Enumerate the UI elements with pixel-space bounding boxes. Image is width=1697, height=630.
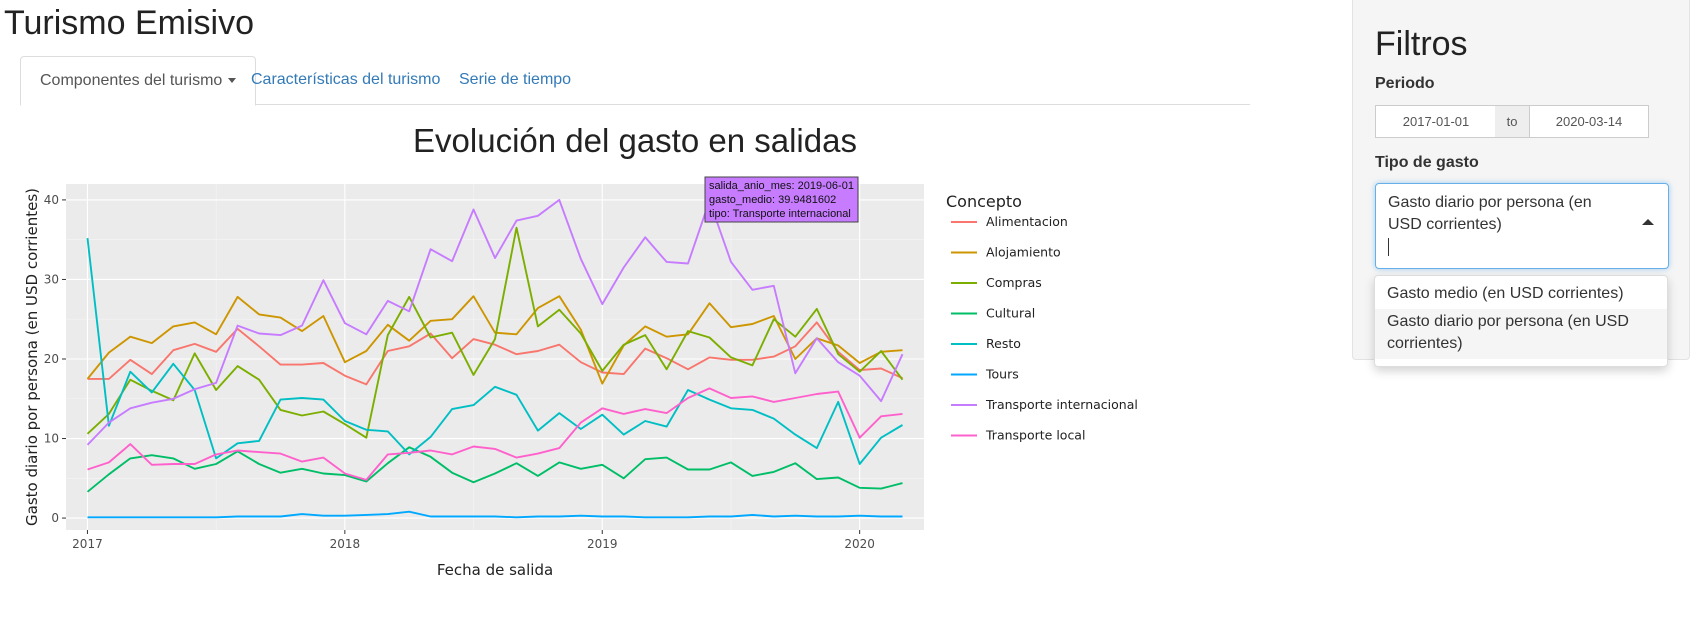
caret-down-icon <box>228 78 237 84</box>
chart-title: Evolución del gasto en salidas <box>413 122 857 159</box>
plot-background <box>66 184 924 530</box>
tooltip-pointer <box>707 200 710 220</box>
series-line-transporte-internacional <box>86 198 904 446</box>
date-start-input[interactable]: 2017-01-01 <box>1375 105 1497 138</box>
option-gasto-medio[interactable]: Gasto medio (en USD corrientes) <box>1387 285 1624 302</box>
legend-label: Transporte internacional <box>985 397 1138 412</box>
date-separator: to <box>1495 105 1529 138</box>
series-line-transporte-local <box>87 387 903 481</box>
x-tick-label: 2019 <box>587 537 618 551</box>
tipo-gasto-select[interactable]: Gasto diario por persona (en USD corrien… <box>1375 183 1669 269</box>
legend-label: Transporte local <box>985 428 1085 443</box>
y-tick-label: 30 <box>44 272 59 286</box>
tooltip-line: tipo: Transporte internacional <box>709 208 851 220</box>
y-axis-title: Gasto diario por persona (en USD corrien… <box>23 188 41 526</box>
tooltip-line: salida_anio_mes: 2019-06-01 <box>709 180 854 192</box>
series-line-cultural <box>86 446 903 493</box>
tab-serie-tiempo[interactable]: Serie de tiempo <box>459 71 572 88</box>
tipo-gasto-label: Tipo de gasto <box>1375 154 1479 171</box>
x-tick-label: 2018 <box>330 537 361 551</box>
select-value: Gasto diario por persona (en USD corrien… <box>1388 194 1592 233</box>
option-gasto-diario[interactable]: Gasto diario por persona (en USD corrien… <box>1375 309 1667 359</box>
legend-label: Resto <box>986 336 1021 351</box>
legend-title: Concepto <box>946 192 1022 211</box>
x-tick-label: 2020 <box>844 537 875 551</box>
series-line-alimentacion <box>87 321 903 386</box>
tooltip-box <box>704 176 859 223</box>
series-line-alojamiento <box>86 295 903 385</box>
date-end-input[interactable]: 2020-03-14 <box>1529 105 1649 138</box>
x-axis-title: Fecha de salida <box>437 561 553 579</box>
tipo-gasto-dropdown: Gasto medio (en USD corrientes) Gasto di… <box>1374 275 1668 367</box>
line-chart[interactable]: 0 10 20 30 40 2017 2018 2019 2020 Fecha de salida… <box>0 160 1240 585</box>
tab-label: Componentes del turismo <box>40 72 223 89</box>
tab-caracteristicas[interactable]: Características del turismo <box>251 71 441 88</box>
tooltip-line: gasto_medio: 39.9481602 <box>709 194 836 206</box>
filters-title: Filtros <box>1375 25 1468 63</box>
legend-label: Alojamiento <box>986 245 1061 260</box>
y-tick-label: 20 <box>44 352 59 366</box>
legend-label: Tours <box>985 367 1019 382</box>
tab-bar: Componentes del turismo Características … <box>20 56 1250 106</box>
series-line-tours <box>87 510 903 519</box>
legend-label: Alimentacion <box>986 214 1068 229</box>
tab-componentes[interactable]: Componentes del turismo <box>20 56 257 106</box>
caret-up-icon[interactable] <box>1642 219 1654 225</box>
legend-label: Compras <box>986 275 1042 290</box>
y-tick-label: 10 <box>44 432 59 446</box>
y-tick-label: 0 <box>51 511 59 525</box>
series-line-compras <box>86 226 904 439</box>
period-label: Periodo <box>1375 75 1435 92</box>
legend-label: Cultural <box>986 306 1035 321</box>
x-tick-label: 2017 <box>72 537 103 551</box>
text-cursor <box>1388 238 1389 256</box>
app-title: Turismo Emisivo <box>4 4 254 42</box>
y-tick-label: 40 <box>44 193 59 207</box>
